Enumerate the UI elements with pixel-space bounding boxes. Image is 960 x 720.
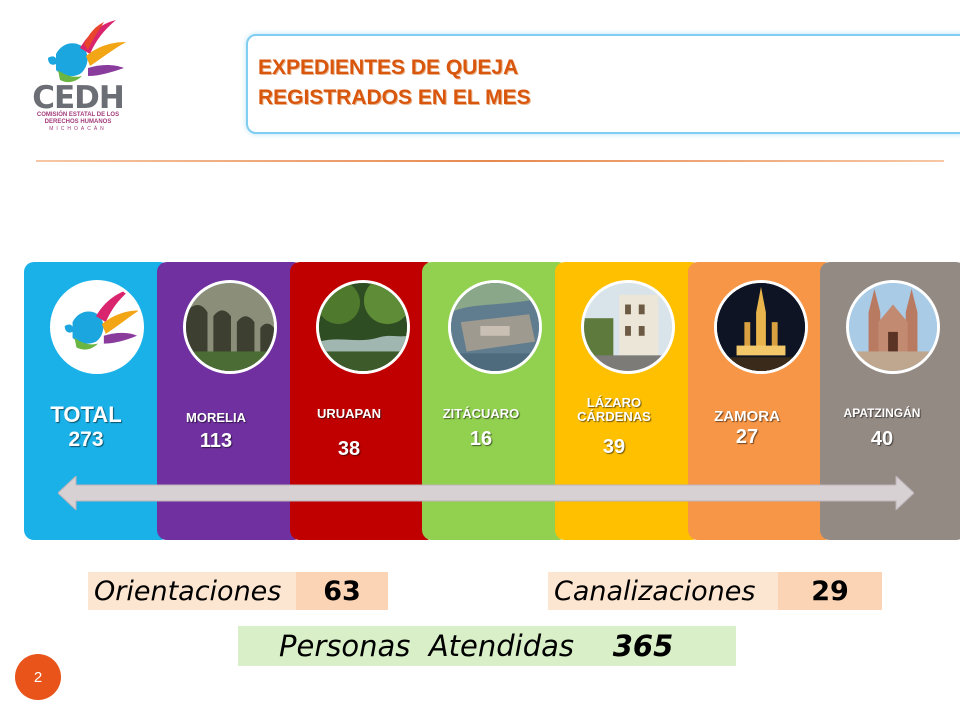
card-label-line-1: LÁZARO	[586, 395, 642, 410]
title-line-1: EXPEDIENTES DE QUEJA	[258, 56, 519, 79]
card-value: 39	[602, 436, 626, 458]
card-label: APATZINGÁN	[843, 406, 921, 420]
title-line-2: REGISTRADOS EN EL MES	[258, 86, 531, 109]
cathedral-night-photo-icon	[714, 280, 808, 374]
river-photo-icon	[316, 280, 410, 374]
aqueduct-photo-icon	[183, 280, 277, 374]
personas-atendidas-value: 365	[612, 629, 674, 663]
logo-subtitle: COMISIÓN ESTATAL DE LOS DERECHOS HUMANOS	[30, 112, 126, 126]
logo-subtitle-line-3: MICHOACÁN	[49, 126, 107, 132]
canalizaciones-label: Canalizaciones	[548, 572, 778, 610]
title-box	[246, 34, 960, 134]
card-value: 113	[199, 430, 233, 452]
personas-atendidas-label: Personas Atendidas	[279, 629, 574, 663]
card-value: 38	[337, 438, 361, 460]
card-label: ZITÁCUARO	[442, 406, 520, 421]
logo-subtitle-line-2: DERECHOS HUMANOS	[44, 119, 112, 125]
cathedral-photo-icon	[846, 280, 940, 374]
logo-subtitle-line-1: COMISIÓN ESTATAL DE LOS	[36, 112, 120, 118]
card-label: URUAPAN	[316, 406, 382, 421]
page-number: 2	[15, 654, 61, 700]
street-photo-icon	[581, 280, 675, 374]
aerial-city-photo-icon	[448, 280, 542, 374]
card-value: 16	[469, 428, 493, 450]
card-label: ZAMORA	[714, 408, 780, 425]
card-label: LÁZARO CÁRDENAS	[555, 396, 673, 424]
card-value: 27	[735, 426, 759, 448]
canalizaciones-value: 29	[778, 572, 882, 610]
card-value: 40	[870, 428, 894, 450]
card-value: 273	[68, 428, 104, 451]
double-arrow-icon	[58, 476, 914, 510]
orientaciones-value: 63	[296, 572, 388, 610]
orientaciones-stat: Orientaciones 63	[88, 572, 388, 610]
orientaciones-label: Orientaciones	[88, 572, 296, 610]
card-label: TOTAL	[50, 402, 122, 427]
canalizaciones-stat: Canalizaciones 29	[548, 572, 882, 610]
logo-text: CEDH	[32, 80, 125, 116]
card-label: MORELIA	[186, 410, 246, 425]
cedh-bird-logo-icon	[50, 280, 144, 374]
personas-atendidas-stat: Personas Atendidas 365	[238, 626, 736, 666]
card-total: TOTAL 273	[24, 262, 170, 540]
divider-line	[36, 160, 944, 162]
card-label-line-2: CÁRDENAS	[577, 409, 651, 424]
cedh-bird-icon	[48, 20, 126, 83]
